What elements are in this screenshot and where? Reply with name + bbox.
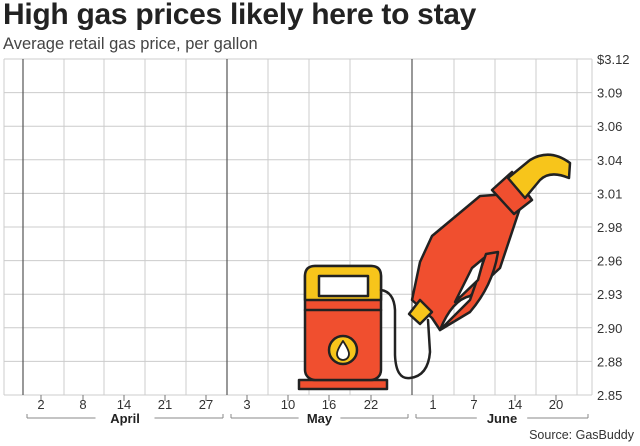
- y-tick-label: 3.09: [597, 86, 622, 101]
- x-tick-label: 10: [281, 397, 295, 412]
- x-tick-label: 8: [79, 397, 86, 412]
- y-tick-label: 2.88: [597, 354, 622, 369]
- x-tick-label: 1: [429, 397, 436, 412]
- y-tick-label: 2.85: [597, 388, 622, 403]
- x-tick-label: 16: [322, 397, 336, 412]
- y-tick-label: 2.90: [597, 321, 622, 336]
- y-tick-label: 3.01: [597, 186, 622, 201]
- x-tick-label: 3: [243, 397, 250, 412]
- x-tick-label: 14: [117, 397, 131, 412]
- x-tick-label: 14: [508, 397, 522, 412]
- y-tick-label: 2.98: [597, 220, 622, 235]
- x-tick-label: 7: [470, 397, 477, 412]
- x-axis-ticks: 2 8 14 21 27 3 10 16 22 1 7 14 20: [37, 395, 563, 412]
- x-tick-label: 22: [364, 397, 378, 412]
- x-tick-label: 20: [549, 397, 563, 412]
- chart-subtitle: Average retail gas price, per gallon: [3, 35, 258, 53]
- y-tick-label: 3.06: [597, 119, 622, 134]
- y-tick-label: 3.04: [597, 153, 622, 168]
- x-tick-label: 21: [158, 397, 172, 412]
- chart-title: High gas prices likely here to stay: [3, 0, 477, 31]
- y-tick-label: $3.12: [597, 52, 630, 67]
- month-dividers: [22, 59, 413, 395]
- y-tick-label: 2.93: [597, 287, 622, 302]
- x-tick-label: 2: [37, 397, 44, 412]
- month-labels: April May June: [26, 411, 589, 426]
- y-axis-ticks: $3.12 3.09 3.06 3.04 3.01 2.98 2.96 2.93 2.90 2.8…: [597, 52, 630, 403]
- month-label: May: [307, 411, 333, 426]
- month-label: April: [110, 411, 140, 426]
- source-note: Source: GasBuddy: [529, 428, 634, 442]
- month-label: June: [487, 411, 517, 426]
- gas-pump-icon: [297, 153, 572, 391]
- y-tick-label: 2.96: [597, 254, 622, 269]
- x-tick-label: 27: [199, 397, 213, 412]
